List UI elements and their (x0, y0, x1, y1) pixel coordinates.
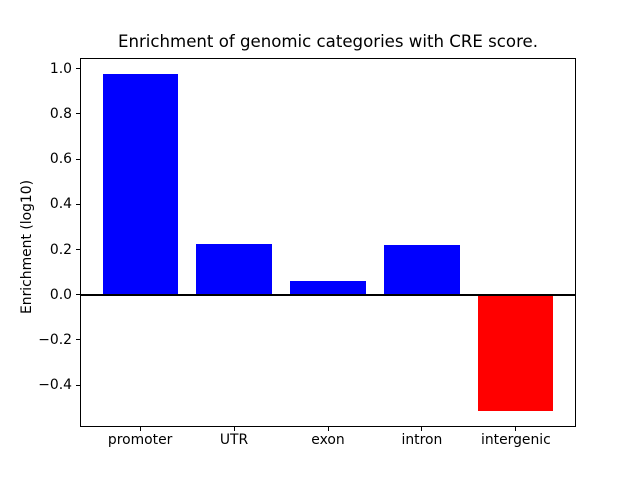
y-tick-label: −0.4 (38, 377, 72, 394)
x-tick-mark (139, 427, 141, 431)
bar-exon (290, 281, 366, 295)
x-tick-label-intron: intron (401, 432, 443, 448)
x-tick-mark (421, 427, 423, 431)
bar-intergenic (478, 294, 554, 411)
y-tick-label: 0.6 (49, 151, 72, 168)
bar-promoter (102, 74, 178, 295)
chart-title: Enrichment of genomic categories with CR… (117, 32, 539, 51)
x-tick-label-UTR: UTR (219, 432, 249, 448)
zero-line (80, 293, 576, 296)
y-tick-label: 0.0 (49, 286, 72, 303)
y-tick-label: 1.0 (49, 60, 72, 77)
x-tick-mark (515, 427, 517, 431)
y-tick-mark (76, 249, 80, 250)
y-tick-mark (76, 339, 80, 341)
y-tick-mark (76, 384, 80, 386)
x-tick-label-intergenic: intergenic (480, 432, 551, 448)
y-tick-mark (76, 158, 80, 160)
y-tick-mark (76, 113, 80, 115)
x-tick-mark (233, 427, 235, 431)
y-tick-mark (76, 203, 80, 205)
y-tick-label: −0.2 (38, 331, 72, 348)
y-tick-label: 0.2 (49, 241, 72, 258)
bar-intron (384, 244, 460, 295)
x-tick-mark (327, 427, 329, 431)
bar-UTR (196, 243, 272, 295)
y-tick-mark (76, 68, 80, 70)
x-tick-label-promoter: promoter (107, 432, 173, 448)
x-tick-label-exon: exon (311, 432, 345, 448)
y-tick-mark (76, 294, 80, 296)
y-tick-label: 0.8 (49, 105, 72, 122)
y-tick-label: 0.4 (49, 196, 72, 213)
